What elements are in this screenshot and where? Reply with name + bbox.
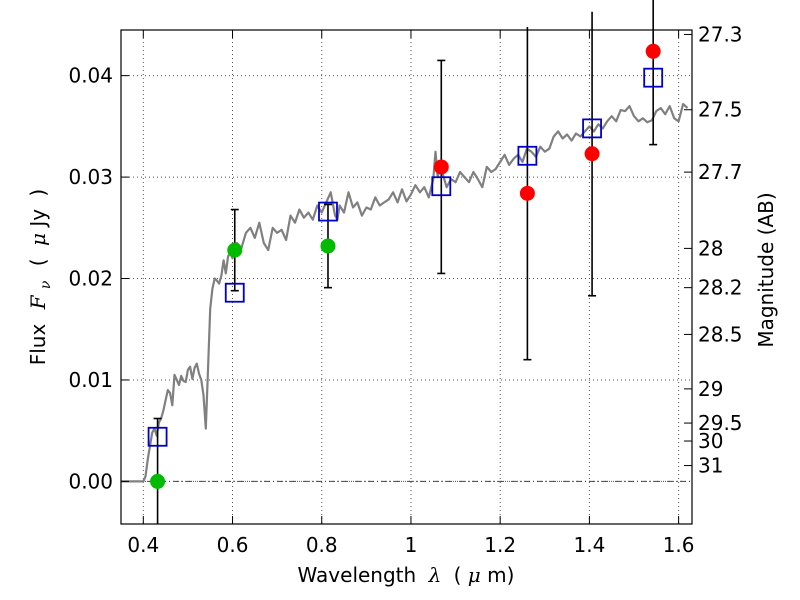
axis-ticks (121, 30, 692, 524)
template-sed-line (121, 102, 689, 483)
red-point (433, 159, 449, 175)
y-axis-label-unit-open: ( (26, 258, 50, 266)
model-square (643, 67, 664, 88)
y2-tick-label: 27.5 (698, 98, 743, 122)
y2-tick-label: 31 (698, 454, 723, 478)
y2-tick-label: 27.3 (698, 22, 743, 46)
y2-tick-label: 30 (698, 429, 723, 453)
y2-tick-label: 29.5 (698, 411, 743, 435)
photometry-points-layer (150, 43, 661, 489)
detection-errorbar (153, 417, 162, 524)
y-axis-label: Flux F ν ( μ Jy ) (26, 189, 55, 366)
y-tick-label: 0.00 (68, 469, 113, 493)
x-tick-label: 1.2 (484, 533, 516, 557)
model-square (431, 176, 452, 197)
y-axis-label-unit-close: ) (26, 189, 50, 197)
x-axis-label-symbol: λ (428, 563, 442, 587)
y2-tick-label: 28.2 (698, 276, 743, 300)
x-tick-label: 1.4 (573, 533, 605, 557)
y-axis-label-symbol: F (26, 294, 50, 310)
model-square (517, 145, 538, 166)
y2-tick-label: 27.7 (698, 160, 743, 184)
y-tick-label: 0.01 (68, 368, 113, 392)
y-axis-label-text: Flux (26, 324, 50, 366)
x-axis-label-unit-open: ( (454, 563, 462, 587)
y-tick-label: 0.03 (68, 165, 113, 189)
green-detection-point (227, 242, 243, 258)
template-sed-layer (121, 102, 689, 483)
x-tick-label: 1.6 (663, 533, 695, 557)
green-detection-point (320, 238, 336, 254)
x-axis-label-text: Wavelength (298, 563, 417, 587)
model-points-layer (147, 67, 664, 447)
y2-tick-label: 29 (698, 377, 723, 401)
model-square (318, 201, 338, 222)
y-tick-label: 0.02 (68, 267, 113, 291)
plot-frame (120, 29, 693, 525)
x-axis-label-unit-mu: μ (468, 563, 481, 587)
y-axis-label-unit-mu: μ (26, 233, 50, 246)
model-square (582, 118, 602, 139)
x-tick-label: 0.4 (127, 533, 159, 557)
x-tick-label: 0.8 (306, 533, 338, 557)
y-axis-label-subscript: ν (38, 280, 54, 289)
y-axis-label-unit-rest: Jy (26, 209, 50, 229)
x-axis-label: Wavelength λ ( μ m) (298, 563, 515, 587)
model-square (224, 282, 245, 303)
green-detection-point (150, 473, 166, 489)
y2-axis-label: Magnitude (AB) (754, 192, 778, 347)
model-square (147, 426, 168, 447)
x-axis-label-unit-rest: m) (487, 563, 514, 587)
y2-tick-label: 28 (698, 236, 723, 260)
x-tick-labels: 0.4 0.6 0.8 1 1.2 1.4 1.6 (127, 533, 694, 557)
y-tick-label: 0.04 (68, 64, 113, 88)
x-tick-label: 0.6 (217, 533, 249, 557)
x-tick-label: 1 (405, 533, 418, 557)
y-tick-labels: 0.00 0.01 0.02 0.03 0.04 (68, 64, 113, 494)
red-point (519, 185, 535, 201)
red-point (645, 43, 661, 59)
y2-tick-label: 28.5 (698, 322, 743, 346)
red-point (584, 146, 600, 162)
